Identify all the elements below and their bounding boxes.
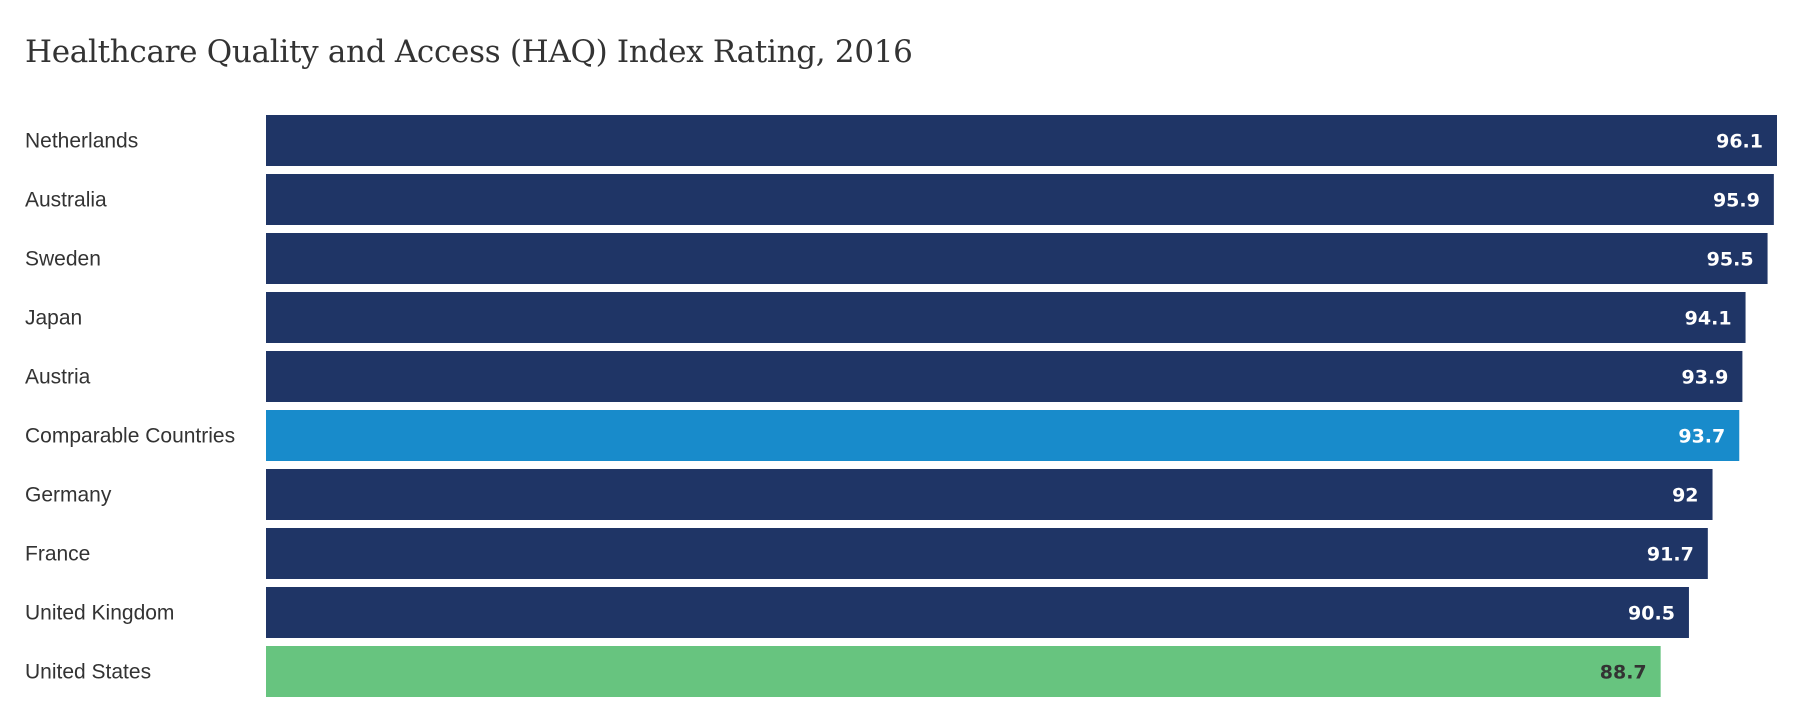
bar-united-kingdom [266, 587, 1689, 638]
category-label-austria: Austria [25, 366, 91, 389]
value-label-france: 91.7 [1647, 544, 1694, 566]
bar-austria [266, 351, 1743, 402]
bar-sweden [266, 233, 1768, 284]
bar-united-states [266, 646, 1661, 697]
value-label-netherlands: 96.1 [1716, 131, 1763, 153]
category-label-united-kingdom: United Kingdom [25, 602, 174, 625]
bar-japan [266, 292, 1746, 343]
value-label-comparable-countries: 93.7 [1678, 426, 1725, 448]
value-label-sweden: 95.5 [1707, 249, 1754, 271]
category-label-japan: Japan [25, 307, 82, 330]
value-label-austria: 93.9 [1682, 367, 1729, 389]
bar-france [266, 528, 1708, 579]
value-label-united-states: 88.7 [1600, 662, 1647, 684]
bar-australia [266, 174, 1774, 225]
bar-germany [266, 469, 1713, 520]
value-label-germany: 92 [1672, 485, 1698, 507]
category-label-germany: Germany [25, 484, 112, 507]
value-label-united-kingdom: 90.5 [1628, 603, 1675, 625]
category-label-france: France [25, 543, 90, 566]
category-label-netherlands: Netherlands [25, 130, 138, 153]
value-label-japan: 94.1 [1685, 308, 1732, 330]
bar-netherlands [266, 115, 1777, 166]
category-label-australia: Australia [25, 189, 107, 212]
category-label-sweden: Sweden [25, 248, 101, 271]
category-label-united-states: United States [25, 661, 151, 684]
bar-comparable-countries [266, 410, 1740, 461]
category-label-comparable-countries: Comparable Countries [25, 425, 235, 448]
chart-title: Healthcare Quality and Access (HAQ) Inde… [25, 34, 913, 70]
value-label-australia: 95.9 [1713, 190, 1760, 212]
